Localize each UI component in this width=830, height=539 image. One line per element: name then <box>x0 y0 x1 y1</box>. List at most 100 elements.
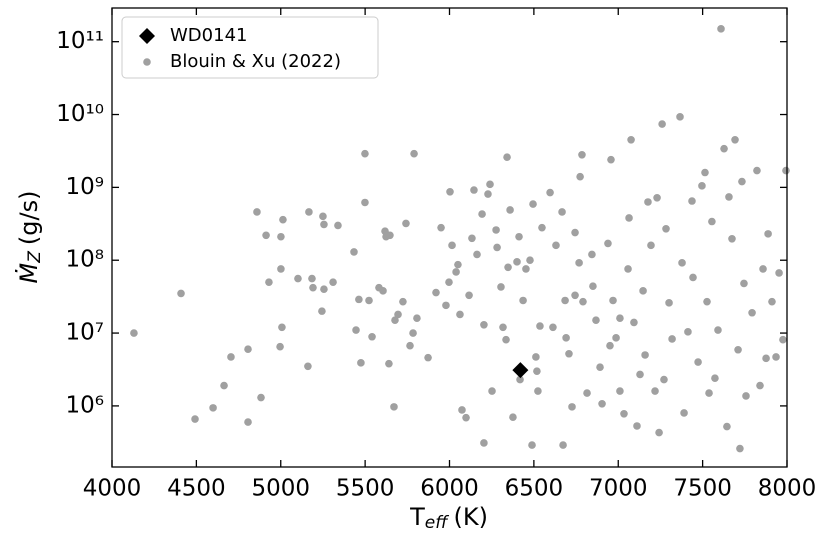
data-point <box>772 353 780 361</box>
data-point <box>534 387 542 395</box>
y-tick-label: 10⁶ <box>66 392 105 418</box>
data-point <box>446 187 454 196</box>
data-point <box>265 278 273 286</box>
data-point <box>633 422 641 430</box>
data-point <box>454 260 462 269</box>
data-point <box>639 287 647 295</box>
data-point <box>568 403 576 411</box>
data-point <box>658 120 666 128</box>
x-tick-label: 5000 <box>251 476 310 502</box>
y-tick-label: 10⁹ <box>66 174 105 200</box>
legend-marker <box>143 58 151 66</box>
data-point <box>636 370 644 379</box>
y-label-unit: (g/s) <box>15 191 43 246</box>
data-point <box>549 323 557 332</box>
data-point <box>526 256 534 265</box>
data-point <box>624 265 632 273</box>
data-point <box>276 342 284 351</box>
data-point <box>519 296 527 305</box>
data-point <box>678 259 686 267</box>
data-point <box>748 308 756 317</box>
y-tick-label: 10⁸ <box>66 247 105 273</box>
data-point <box>655 428 663 437</box>
data-point <box>717 25 725 33</box>
y-label-sub: Z <box>25 251 45 264</box>
data-point <box>768 297 776 306</box>
y-tick-label: 10⁷ <box>66 320 105 346</box>
data-point <box>399 297 407 306</box>
data-point <box>470 186 478 194</box>
data-point <box>562 334 570 342</box>
data-point <box>565 349 573 358</box>
data-point <box>651 387 659 395</box>
data-point <box>484 190 492 198</box>
data-point <box>680 409 688 417</box>
data-point <box>533 367 541 375</box>
data-point <box>538 223 546 232</box>
data-point <box>262 231 270 240</box>
data-point <box>694 358 702 366</box>
data-point <box>583 389 591 397</box>
legend: WD0141 Blouin & Xu (2022) <box>121 16 379 79</box>
x-label-main: T <box>409 503 425 531</box>
data-point <box>448 241 456 250</box>
data-point <box>493 243 501 252</box>
data-point <box>653 193 661 202</box>
data-point <box>329 278 337 286</box>
data-point <box>304 362 312 371</box>
plot-area <box>112 8 787 467</box>
data-point <box>705 389 713 397</box>
data-point <box>502 335 510 344</box>
y-label-main: Ṁ <box>14 262 43 283</box>
data-point <box>503 153 511 161</box>
x-tick-label: 4500 <box>167 476 226 502</box>
data-point <box>668 335 676 343</box>
data-point <box>578 151 586 159</box>
data-point <box>278 323 286 332</box>
legend-box <box>121 16 379 79</box>
data-point <box>779 335 787 344</box>
data-point <box>462 413 470 422</box>
data-point <box>579 297 587 306</box>
data-point <box>513 258 521 266</box>
data-point <box>782 166 790 175</box>
data-point <box>592 316 600 325</box>
data-point <box>497 283 505 291</box>
data-point <box>402 219 410 228</box>
data-point <box>177 289 185 298</box>
data-point <box>442 301 450 310</box>
data-point <box>308 274 316 283</box>
y-axis-label: ṀZ (g/s) <box>14 191 45 284</box>
data-point <box>759 265 767 273</box>
data-point <box>604 239 612 248</box>
data-point <box>452 268 460 276</box>
data-point <box>294 274 302 283</box>
data-point <box>676 113 684 121</box>
data-point <box>764 230 772 238</box>
data-point <box>191 415 199 423</box>
legend-marker <box>139 28 155 44</box>
data-point <box>320 285 328 294</box>
data-point <box>334 221 342 230</box>
data-point <box>559 441 567 449</box>
x-tick-label: 4000 <box>83 476 142 502</box>
data-point <box>437 223 445 232</box>
x-label-unit: (K) <box>453 503 487 531</box>
data-point <box>424 353 432 362</box>
marks <box>130 25 790 453</box>
x-tick-label: 7500 <box>673 476 732 502</box>
data-point <box>616 387 624 395</box>
data-point <box>558 208 566 216</box>
data-point <box>220 381 228 390</box>
data-point <box>576 172 584 181</box>
data-point <box>616 314 624 322</box>
x-tick-label: 6500 <box>505 476 564 502</box>
data-point <box>480 320 488 329</box>
data-point <box>385 359 393 368</box>
data-point <box>529 200 537 208</box>
data-point <box>528 441 536 449</box>
data-point <box>620 409 628 418</box>
data-point <box>253 208 261 216</box>
data-point <box>406 341 414 350</box>
x-label-sub: eff <box>425 513 449 533</box>
